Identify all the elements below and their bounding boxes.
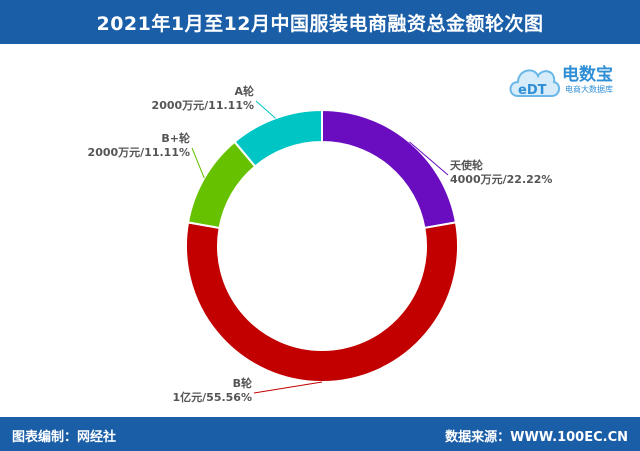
leader-line-a (255, 100, 276, 119)
slice-value-a: 2000万元/11.11% (152, 99, 254, 112)
leader-line-bplus (191, 147, 205, 179)
donut-chart: 天使轮 4000万元/22.22% B轮 1亿元/55.56% B+轮 2000… (88, 84, 553, 404)
leader-line-b (253, 381, 323, 394)
slice-label-b: B轮 1亿元/55.56% (173, 376, 253, 404)
donut-slice-tianshi (321, 108, 458, 230)
leader-lines (191, 100, 449, 394)
logo: eDT 电数宝 电商大数据库 (506, 56, 636, 108)
slice-name-bplus: B+轮 (161, 131, 190, 145)
chart-title: 2021年1月至12月中国服装电商融资总金额轮次图 (96, 12, 544, 35)
donut-slice-a (233, 108, 323, 168)
footer-bar: 图表编制：网经社 数据来源：WWW.100EC.CN (0, 417, 640, 451)
donut-slices (185, 108, 459, 383)
slice-label-a: A轮 2000万元/11.11% (152, 84, 254, 112)
slice-value-tianshi: 4000万元/22.22% (450, 173, 552, 186)
slice-name-tianshi: 天使轮 (450, 158, 483, 172)
data-source: 数据来源：WWW.100EC.CN (445, 430, 628, 445)
logo-name: 电数宝 (562, 65, 613, 85)
logo-mark: eDT (518, 83, 547, 98)
chart-credit: 图表编制：网经社 (12, 430, 117, 445)
slice-value-bplus: 2000万元/11.11% (88, 146, 190, 159)
chart-title-bar: 2021年1月至12月中国服装电商融资总金额轮次图 (0, 0, 640, 44)
logo-subtitle: 电商大数据库 (565, 85, 613, 94)
slice-label-bplus: B+轮 2000万元/11.11% (88, 131, 190, 159)
cloud-icon: eDT (509, 69, 560, 98)
leader-line-tianshi (409, 141, 449, 176)
slice-value-b: 1亿元/55.56% (173, 390, 253, 404)
slice-label-tianshi: 天使轮 4000万元/22.22% (450, 158, 552, 186)
slice-name-b: B轮 (233, 376, 252, 390)
donut-slice-b (185, 221, 459, 383)
slice-name-a: A轮 (234, 84, 254, 98)
